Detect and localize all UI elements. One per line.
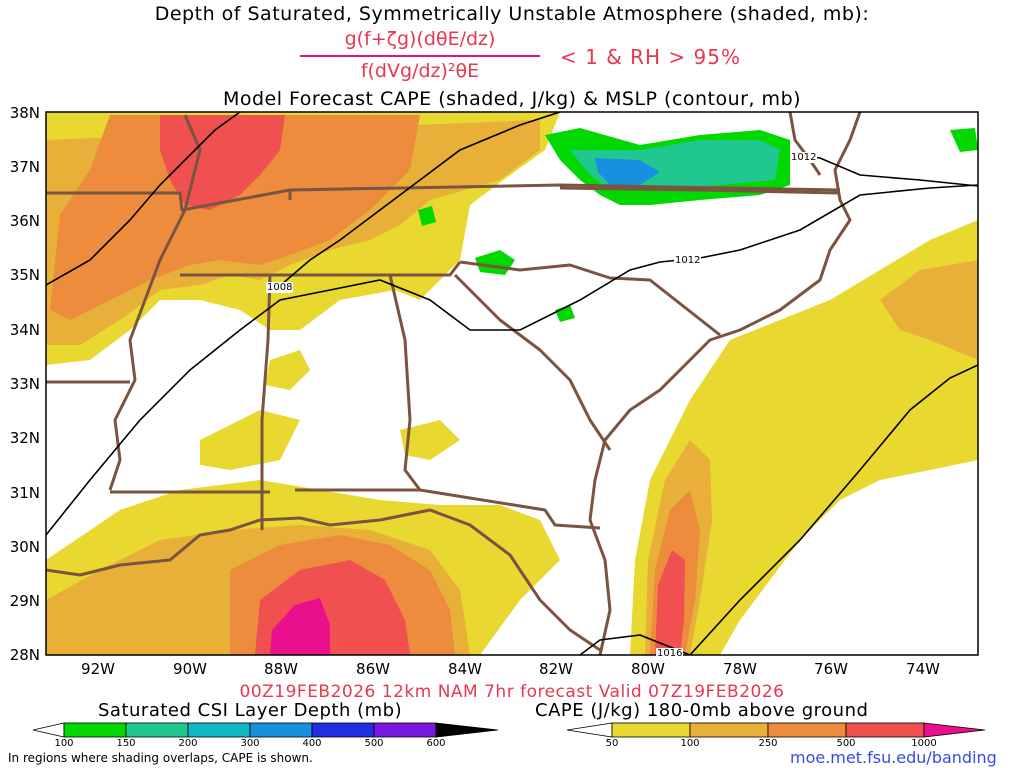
lon-label-82w: 82W xyxy=(539,660,573,678)
csi-tick-200: 200 xyxy=(178,738,198,749)
lat-label-30n: 30N xyxy=(9,538,40,556)
csi-criterion-fraction: g(f+ζg)(dθE/dz) f(dVg/dz)²θE xyxy=(300,28,540,82)
lat-label-37n: 37N xyxy=(9,158,40,176)
csi-tick-300: 300 xyxy=(240,738,260,749)
criteria-text: < 1 & RH > 95% xyxy=(560,45,742,69)
lon-label-92w: 92W xyxy=(81,660,115,678)
lat-label-32n: 32N xyxy=(9,429,40,447)
lon-label-76w: 76W xyxy=(814,660,848,678)
cape-yellow-patch-center xyxy=(265,350,310,390)
forecast-valid-line: 00Z19FEB2026 12km NAM 7hr forecast Valid… xyxy=(239,682,785,702)
csi-tick-100: 100 xyxy=(54,738,74,749)
border-nc-va xyxy=(559,186,841,195)
overlap-note: In regions where shading overlaps, CAPE … xyxy=(8,751,313,765)
csi-green-patch-ga xyxy=(418,206,436,226)
border-fl-ga xyxy=(295,488,601,530)
lon-label-78w: 78W xyxy=(723,660,757,678)
map-title-line3: Model Forecast CAPE (shaded, J/kg) & MSL… xyxy=(222,88,802,110)
coastline-chesapeake xyxy=(788,112,822,176)
cape-tick-100: 100 xyxy=(680,738,700,749)
lat-label-34n: 34N xyxy=(9,321,40,339)
map-title-line1: Depth of Saturated, Symmetrically Unstab… xyxy=(154,3,870,25)
lat-label-35n: 35N xyxy=(9,266,40,284)
csi-tick-600: 600 xyxy=(426,738,446,749)
border-al-ga xyxy=(388,274,422,491)
cape-tick-500: 500 xyxy=(836,738,856,749)
state-borders xyxy=(46,112,862,655)
cape-yellow-patch-west xyxy=(200,410,300,470)
border-ky-tn xyxy=(46,183,841,212)
lon-label-74w: 74W xyxy=(906,660,940,678)
lon-label-80w: 80W xyxy=(631,660,665,678)
lat-label-36n: 36N xyxy=(9,212,40,230)
csi-tick-400: 400 xyxy=(302,738,322,749)
cape-yellow-patch-east xyxy=(400,420,460,460)
border-nc-sc xyxy=(459,260,721,337)
csi-tick-150: 150 xyxy=(116,738,136,749)
contour-label-1012-south: 1012 xyxy=(674,255,702,266)
lat-label-38n: 38N xyxy=(9,104,40,122)
cape-yellow-atlantic xyxy=(630,220,978,655)
source-url: moe.met.fsu.edu/banding xyxy=(790,748,997,767)
mslp-contour-1016-east xyxy=(689,364,978,655)
lat-label-28n: 28N xyxy=(9,646,40,664)
csi-green-patch-nc xyxy=(475,250,515,275)
cape-orange-northwest xyxy=(50,115,420,320)
cape-tick-1000: 1000 xyxy=(911,738,937,749)
lat-label-31n: 31N xyxy=(9,484,40,502)
fraction-bar xyxy=(300,55,540,57)
contour-label-1012-north: 1012 xyxy=(790,152,818,163)
mslp-contour-1008-b xyxy=(274,112,561,291)
coastline-gulf xyxy=(46,508,601,652)
cape-tick-250: 250 xyxy=(758,738,778,749)
contour-label-1008: 1008 xyxy=(266,282,294,293)
mslp-contour-1012 xyxy=(46,184,978,536)
border-mississippi-river xyxy=(108,114,202,491)
border-ga-sc xyxy=(453,273,612,451)
fraction-denominator: f(dVg/dz)²θE xyxy=(360,60,480,82)
cape-tick-50: 50 xyxy=(605,738,619,749)
csi-green-patch-ne xyxy=(950,128,978,152)
lat-label-33n: 33N xyxy=(9,375,40,393)
lon-label-90w: 90W xyxy=(173,660,207,678)
lon-label-84w: 84W xyxy=(448,660,482,678)
mslp-contour-1008 xyxy=(46,112,241,286)
cape-magenta-gulf xyxy=(270,598,330,655)
csi-blue-band xyxy=(595,158,660,185)
lon-label-88w: 88W xyxy=(264,660,298,678)
map-frame xyxy=(45,111,979,656)
cape-gold-atlantic xyxy=(880,260,978,360)
shading-layer xyxy=(46,112,978,655)
contour-label-1016: 1016 xyxy=(656,648,684,659)
mslp-contour-1016 xyxy=(579,634,691,655)
csi-colorbar-label: Saturated CSI Layer Depth (mb) xyxy=(98,700,403,721)
cape-red-atlantic xyxy=(655,550,685,655)
fraction-numerator: g(f+ζg)(dθE/dz) xyxy=(344,28,496,50)
coastline-atlantic xyxy=(588,112,862,655)
cape-colorbar-label: CAPE (J/kg) 180-0mb above ground xyxy=(535,700,869,721)
lon-label-86w: 86W xyxy=(356,660,390,678)
csi-tick-500: 500 xyxy=(364,738,384,749)
lat-label-29n: 29N xyxy=(9,592,40,610)
